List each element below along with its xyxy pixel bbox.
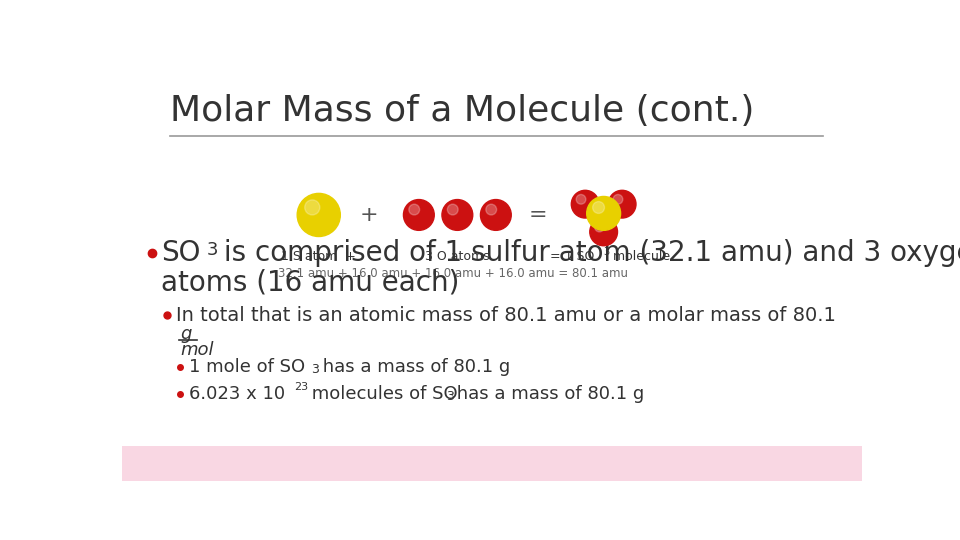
Text: 23: 23 (294, 382, 308, 392)
Text: 3: 3 (207, 241, 219, 259)
Circle shape (403, 200, 434, 231)
Text: mol: mol (180, 341, 214, 360)
Text: 3: 3 (311, 363, 319, 376)
Circle shape (486, 204, 496, 215)
Text: 3: 3 (445, 390, 454, 403)
Circle shape (613, 194, 623, 204)
Circle shape (409, 204, 420, 215)
Text: has a mass of 80.1 g: has a mass of 80.1 g (451, 384, 644, 403)
Text: molecule: molecule (609, 251, 670, 264)
Text: g: g (180, 325, 192, 343)
Text: is comprised of 1 sulfur atom (32.1 amu) and 3 oxygen: is comprised of 1 sulfur atom (32.1 amu)… (215, 239, 960, 267)
FancyBboxPatch shape (123, 446, 861, 481)
Circle shape (587, 197, 620, 231)
Text: In total that is an atomic mass of 80.1 amu or a molar mass of 80.1: In total that is an atomic mass of 80.1 … (177, 306, 836, 325)
Text: 1 S atom  +: 1 S atom + (281, 251, 356, 264)
Circle shape (447, 204, 458, 215)
Text: atoms (16 amu each): atoms (16 amu each) (161, 269, 459, 296)
Circle shape (571, 190, 599, 218)
Circle shape (592, 201, 605, 213)
Text: 6.023 x 10: 6.023 x 10 (189, 384, 285, 403)
Text: molecules of SO: molecules of SO (305, 384, 457, 403)
Text: =: = (529, 205, 547, 225)
Text: Molar Mass of a Molecule (cont.): Molar Mass of a Molecule (cont.) (170, 94, 755, 128)
Text: 32.1 amu + 16.0 amu + 16.0 amu + 16.0 amu = 80.1 amu: 32.1 amu + 16.0 amu + 16.0 amu + 16.0 am… (278, 267, 629, 280)
Text: 3 O atoms: 3 O atoms (425, 251, 490, 264)
Text: SO: SO (161, 239, 201, 267)
Circle shape (298, 193, 340, 237)
Circle shape (576, 194, 586, 204)
Circle shape (442, 200, 472, 231)
Text: = 1 SO: = 1 SO (550, 251, 594, 264)
Circle shape (589, 218, 617, 246)
Circle shape (480, 200, 512, 231)
Text: 1 mole of SO: 1 mole of SO (189, 357, 305, 376)
Text: has a mass of 80.1 g: has a mass of 80.1 g (317, 357, 511, 376)
Circle shape (304, 200, 320, 215)
Circle shape (594, 222, 605, 232)
Text: 3: 3 (603, 247, 609, 257)
Circle shape (609, 190, 636, 218)
Text: +: + (359, 205, 378, 225)
